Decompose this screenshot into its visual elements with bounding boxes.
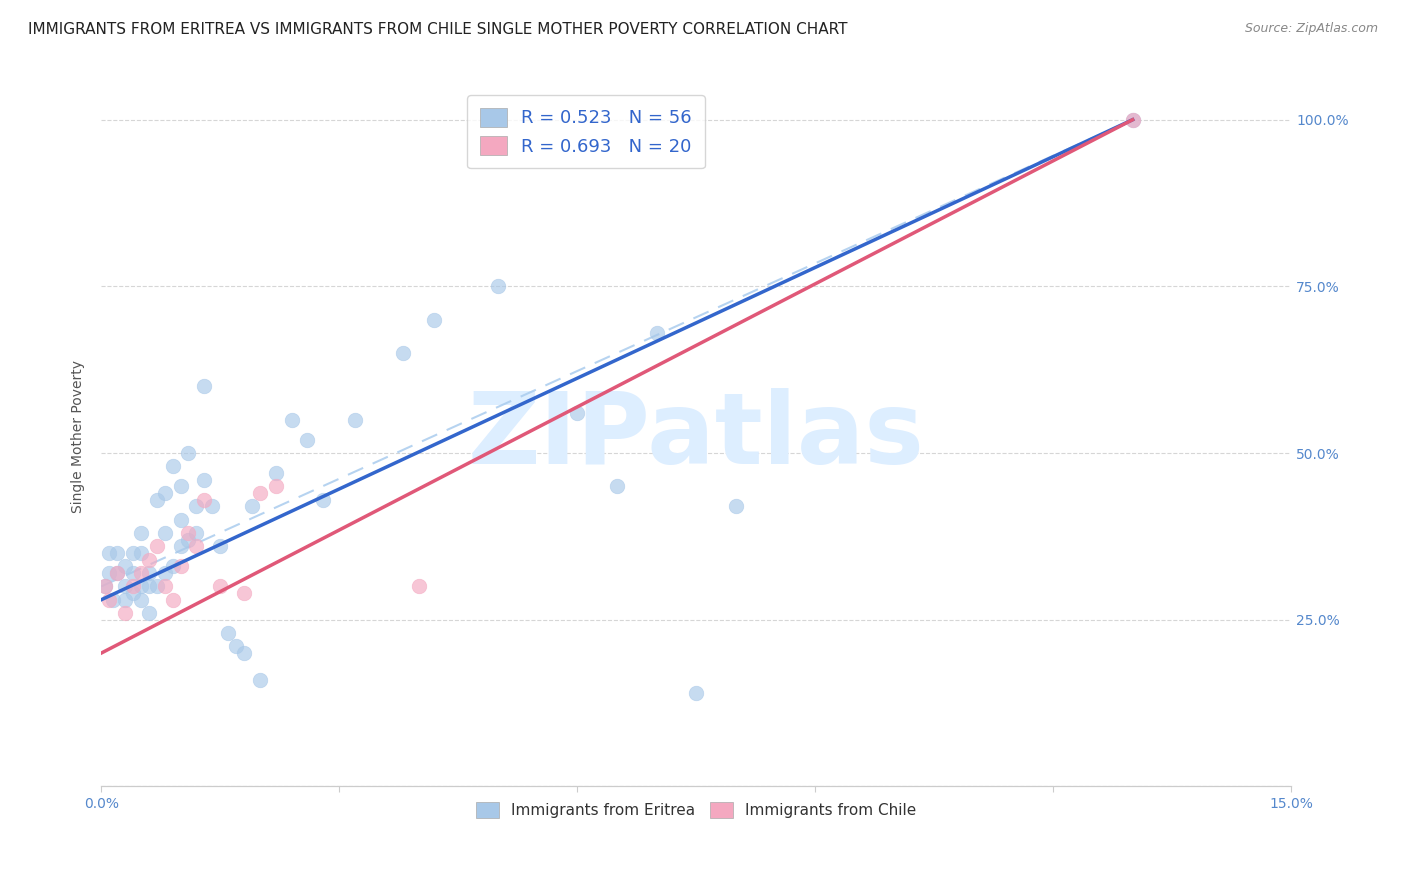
Point xyxy=(685,686,707,700)
Point xyxy=(129,566,152,580)
Point xyxy=(408,579,430,593)
Point xyxy=(114,579,136,593)
Point xyxy=(724,500,747,514)
Point xyxy=(98,566,121,580)
Point xyxy=(249,486,271,500)
Point xyxy=(233,646,256,660)
Point xyxy=(280,413,302,427)
Point xyxy=(186,500,208,514)
Point xyxy=(145,492,167,507)
Point xyxy=(240,500,263,514)
Y-axis label: Single Mother Poverty: Single Mother Poverty xyxy=(72,359,86,513)
Point xyxy=(169,540,191,554)
Point xyxy=(249,673,271,687)
Point xyxy=(138,566,160,580)
Point xyxy=(138,579,160,593)
Point xyxy=(297,433,319,447)
Point xyxy=(177,446,200,460)
Legend: Immigrants from Eritrea, Immigrants from Chile: Immigrants from Eritrea, Immigrants from… xyxy=(470,797,922,824)
Point xyxy=(145,540,167,554)
Point xyxy=(145,579,167,593)
Point xyxy=(344,413,367,427)
Point xyxy=(94,579,117,593)
Point xyxy=(122,546,145,560)
Point xyxy=(129,579,152,593)
Text: Source: ZipAtlas.com: Source: ZipAtlas.com xyxy=(1244,22,1378,36)
Point xyxy=(129,592,152,607)
Point xyxy=(105,566,128,580)
Point xyxy=(201,500,224,514)
Point xyxy=(138,553,160,567)
Point xyxy=(114,559,136,574)
Point xyxy=(122,566,145,580)
Point xyxy=(186,526,208,541)
Point xyxy=(225,640,247,654)
Point xyxy=(162,459,184,474)
Point xyxy=(122,579,145,593)
Point xyxy=(94,579,117,593)
Point xyxy=(114,592,136,607)
Point xyxy=(193,473,215,487)
Point xyxy=(169,513,191,527)
Point xyxy=(138,606,160,620)
Point xyxy=(209,579,232,593)
Text: ZIPatlas: ZIPatlas xyxy=(468,388,925,485)
Point xyxy=(645,326,668,340)
Point xyxy=(129,526,152,541)
Point xyxy=(122,586,145,600)
Point xyxy=(193,379,215,393)
Point xyxy=(162,592,184,607)
Point xyxy=(129,546,152,560)
Point xyxy=(114,606,136,620)
Point xyxy=(186,540,208,554)
Point xyxy=(177,533,200,547)
Point xyxy=(153,526,176,541)
Point xyxy=(105,566,128,580)
Text: IMMIGRANTS FROM ERITREA VS IMMIGRANTS FROM CHILE SINGLE MOTHER POVERTY CORRELATI: IMMIGRANTS FROM ERITREA VS IMMIGRANTS FR… xyxy=(28,22,848,37)
Point xyxy=(233,586,256,600)
Point xyxy=(606,479,628,493)
Point xyxy=(98,546,121,560)
Point xyxy=(1122,112,1144,127)
Point xyxy=(153,579,176,593)
Point xyxy=(486,279,509,293)
Point xyxy=(177,526,200,541)
Point xyxy=(101,592,124,607)
Point xyxy=(105,546,128,560)
Point xyxy=(209,540,232,554)
Point xyxy=(162,559,184,574)
Point xyxy=(391,346,413,360)
Point xyxy=(423,312,446,326)
Point xyxy=(1122,112,1144,127)
Point xyxy=(567,406,589,420)
Point xyxy=(153,486,176,500)
Point xyxy=(264,479,287,493)
Point xyxy=(264,466,287,480)
Point xyxy=(169,559,191,574)
Point xyxy=(193,492,215,507)
Point xyxy=(217,626,239,640)
Point xyxy=(169,479,191,493)
Point xyxy=(98,592,121,607)
Point xyxy=(153,566,176,580)
Point xyxy=(312,492,335,507)
